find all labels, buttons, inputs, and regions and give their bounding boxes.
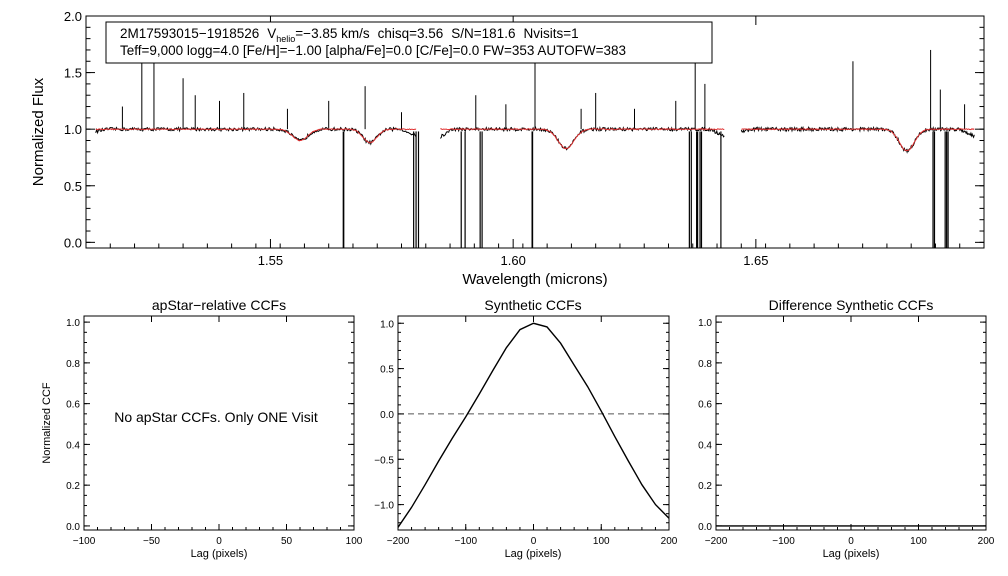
x-tick-label: 1.55: [258, 253, 283, 268]
signal-to-noise: S/N=181.6: [451, 26, 515, 41]
y-tick-label: 0.6: [698, 400, 712, 411]
observed-segment-1: [439, 125, 725, 151]
y-tick-label: 1.0: [698, 318, 712, 329]
difference-ccf-panel: −200 −100 0 100 200 0.0 0.2 0.4 0.6 0.8 1.0 Differ…: [698, 297, 995, 560]
nvisits: Nvisits=1: [523, 26, 578, 41]
apstar-x-label: Lag (pixels): [191, 548, 248, 560]
difference-title: Difference Synthetic CCFs: [769, 297, 934, 313]
observed-spectrum: [95, 21, 975, 248]
y-tick-label: 1.5: [64, 66, 82, 81]
apstar-annotation: No apStar CCFs. Only ONE Visit: [114, 409, 318, 425]
model-segment-1: [440, 128, 725, 150]
y-tick-label: −0.5: [374, 455, 394, 466]
chisq: chisq=3.56: [378, 26, 444, 41]
x-tick-label: 200: [661, 536, 678, 547]
model-segment-2: [741, 127, 975, 152]
model-segment-0: [95, 128, 417, 144]
vhelio-subscript: helio: [276, 34, 295, 44]
info-line-2: Teff=9,000 logg=4.0 [Fe/H]=−1.00 [alpha/…: [120, 43, 626, 58]
info-line-1: 2M17593015−1918526 Vhelio=−3.85 km/s chisq…: [120, 26, 579, 44]
star-id: 2M17593015−1918526: [120, 26, 259, 41]
y-tick-label: −1.0: [374, 501, 394, 512]
y-tick-label: 0.5: [64, 179, 82, 194]
vhelio-value: =−3.85 km/s: [295, 26, 370, 41]
y-tick-label: 0.4: [698, 440, 712, 451]
y-tick-label: 0.5: [380, 365, 394, 376]
y-tick-label: 0.0: [66, 522, 80, 533]
synthetic-axes: −200 −100 0 100 200 −1.0 −0.5 0.0 0.5 1.0: [374, 316, 678, 547]
y-tick-label: 1.0: [380, 319, 394, 330]
info-box: [105, 21, 713, 64]
synthetic-lines: [397, 322, 670, 528]
apstar-axes: −100 −50 0 50 100 0.0 0.2 0.4 0.6 0.8 1.0: [66, 316, 363, 547]
x-tick-label: −100: [772, 536, 795, 547]
apstar-ccf-panel: −100 −50 0 50 100 0.0 0.2 0.4 0.6 0.8 1.0 apStar−r…: [41, 297, 363, 560]
spectrum-frame: [85, 15, 985, 249]
synthetic-x-label: Lag (pixels): [505, 548, 562, 560]
apstar-title: apStar−relative CCFs: [152, 297, 286, 313]
x-tick-label: 200: [978, 536, 995, 547]
x-tick-label: −100: [454, 536, 477, 547]
x-tick-label: −200: [705, 536, 728, 547]
x-tick-label: 0: [531, 536, 537, 547]
difference-x-label: Lag (pixels): [823, 548, 880, 560]
y-tick-label: 1.0: [64, 122, 82, 137]
spectrum-y-label: Normalized Flux: [30, 77, 47, 186]
y-tick-label: 1.0: [66, 318, 80, 329]
x-tick-label: 1.60: [501, 253, 526, 268]
x-tick-label: 50: [281, 536, 293, 547]
y-tick-label: 0.8: [698, 359, 712, 370]
spectrum-panel: 1.55 1.60 1.65 0.0 0.5 1.0 1.5 2.0 2M17593015−1…: [30, 9, 985, 288]
synthetic-ccf-curve: [397, 322, 670, 528]
y-tick-label: 0.4: [66, 440, 80, 451]
y-tick-label: 0.2: [698, 481, 712, 492]
x-tick-label: 100: [910, 536, 927, 547]
x-tick-label: −200: [387, 536, 410, 547]
synthetic-title: Synthetic CCFs: [484, 297, 581, 313]
x-tick-label: 100: [593, 536, 610, 547]
x-tick-label: 1.65: [743, 253, 768, 268]
spectrum-axes: 1.55 1.60 1.65 0.0 0.5 1.0 1.5 2.0: [64, 9, 985, 268]
synthetic-ccf-panel: −200 −100 0 100 200 −1.0 −0.5 0.0 0.5 1.0 Synthet…: [374, 297, 678, 560]
x-tick-label: 100: [346, 536, 363, 547]
spectrum-x-label: Wavelength (microns): [462, 271, 607, 288]
x-tick-label: −50: [143, 536, 160, 547]
y-tick-label: 0.0: [698, 522, 712, 533]
x-tick-label: −100: [73, 536, 96, 547]
y-tick-label: 0.0: [64, 235, 82, 250]
x-tick-label: 0: [848, 536, 854, 547]
y-tick-label: 0.0: [380, 410, 394, 421]
y-tick-label: 2.0: [64, 9, 82, 24]
y-tick-label: 0.6: [66, 400, 80, 411]
y-tick-label: 0.8: [66, 359, 80, 370]
difference-axes: −200 −100 0 100 200 0.0 0.2 0.4 0.6 0.8 1.0: [698, 316, 995, 547]
model-spectrum: [95, 127, 975, 152]
vhelio-symbol: V: [267, 26, 276, 41]
y-tick-label: 0.2: [66, 481, 80, 492]
apstar-y-label: Normalized CCF: [41, 382, 53, 464]
x-tick-label: 0: [216, 536, 222, 547]
